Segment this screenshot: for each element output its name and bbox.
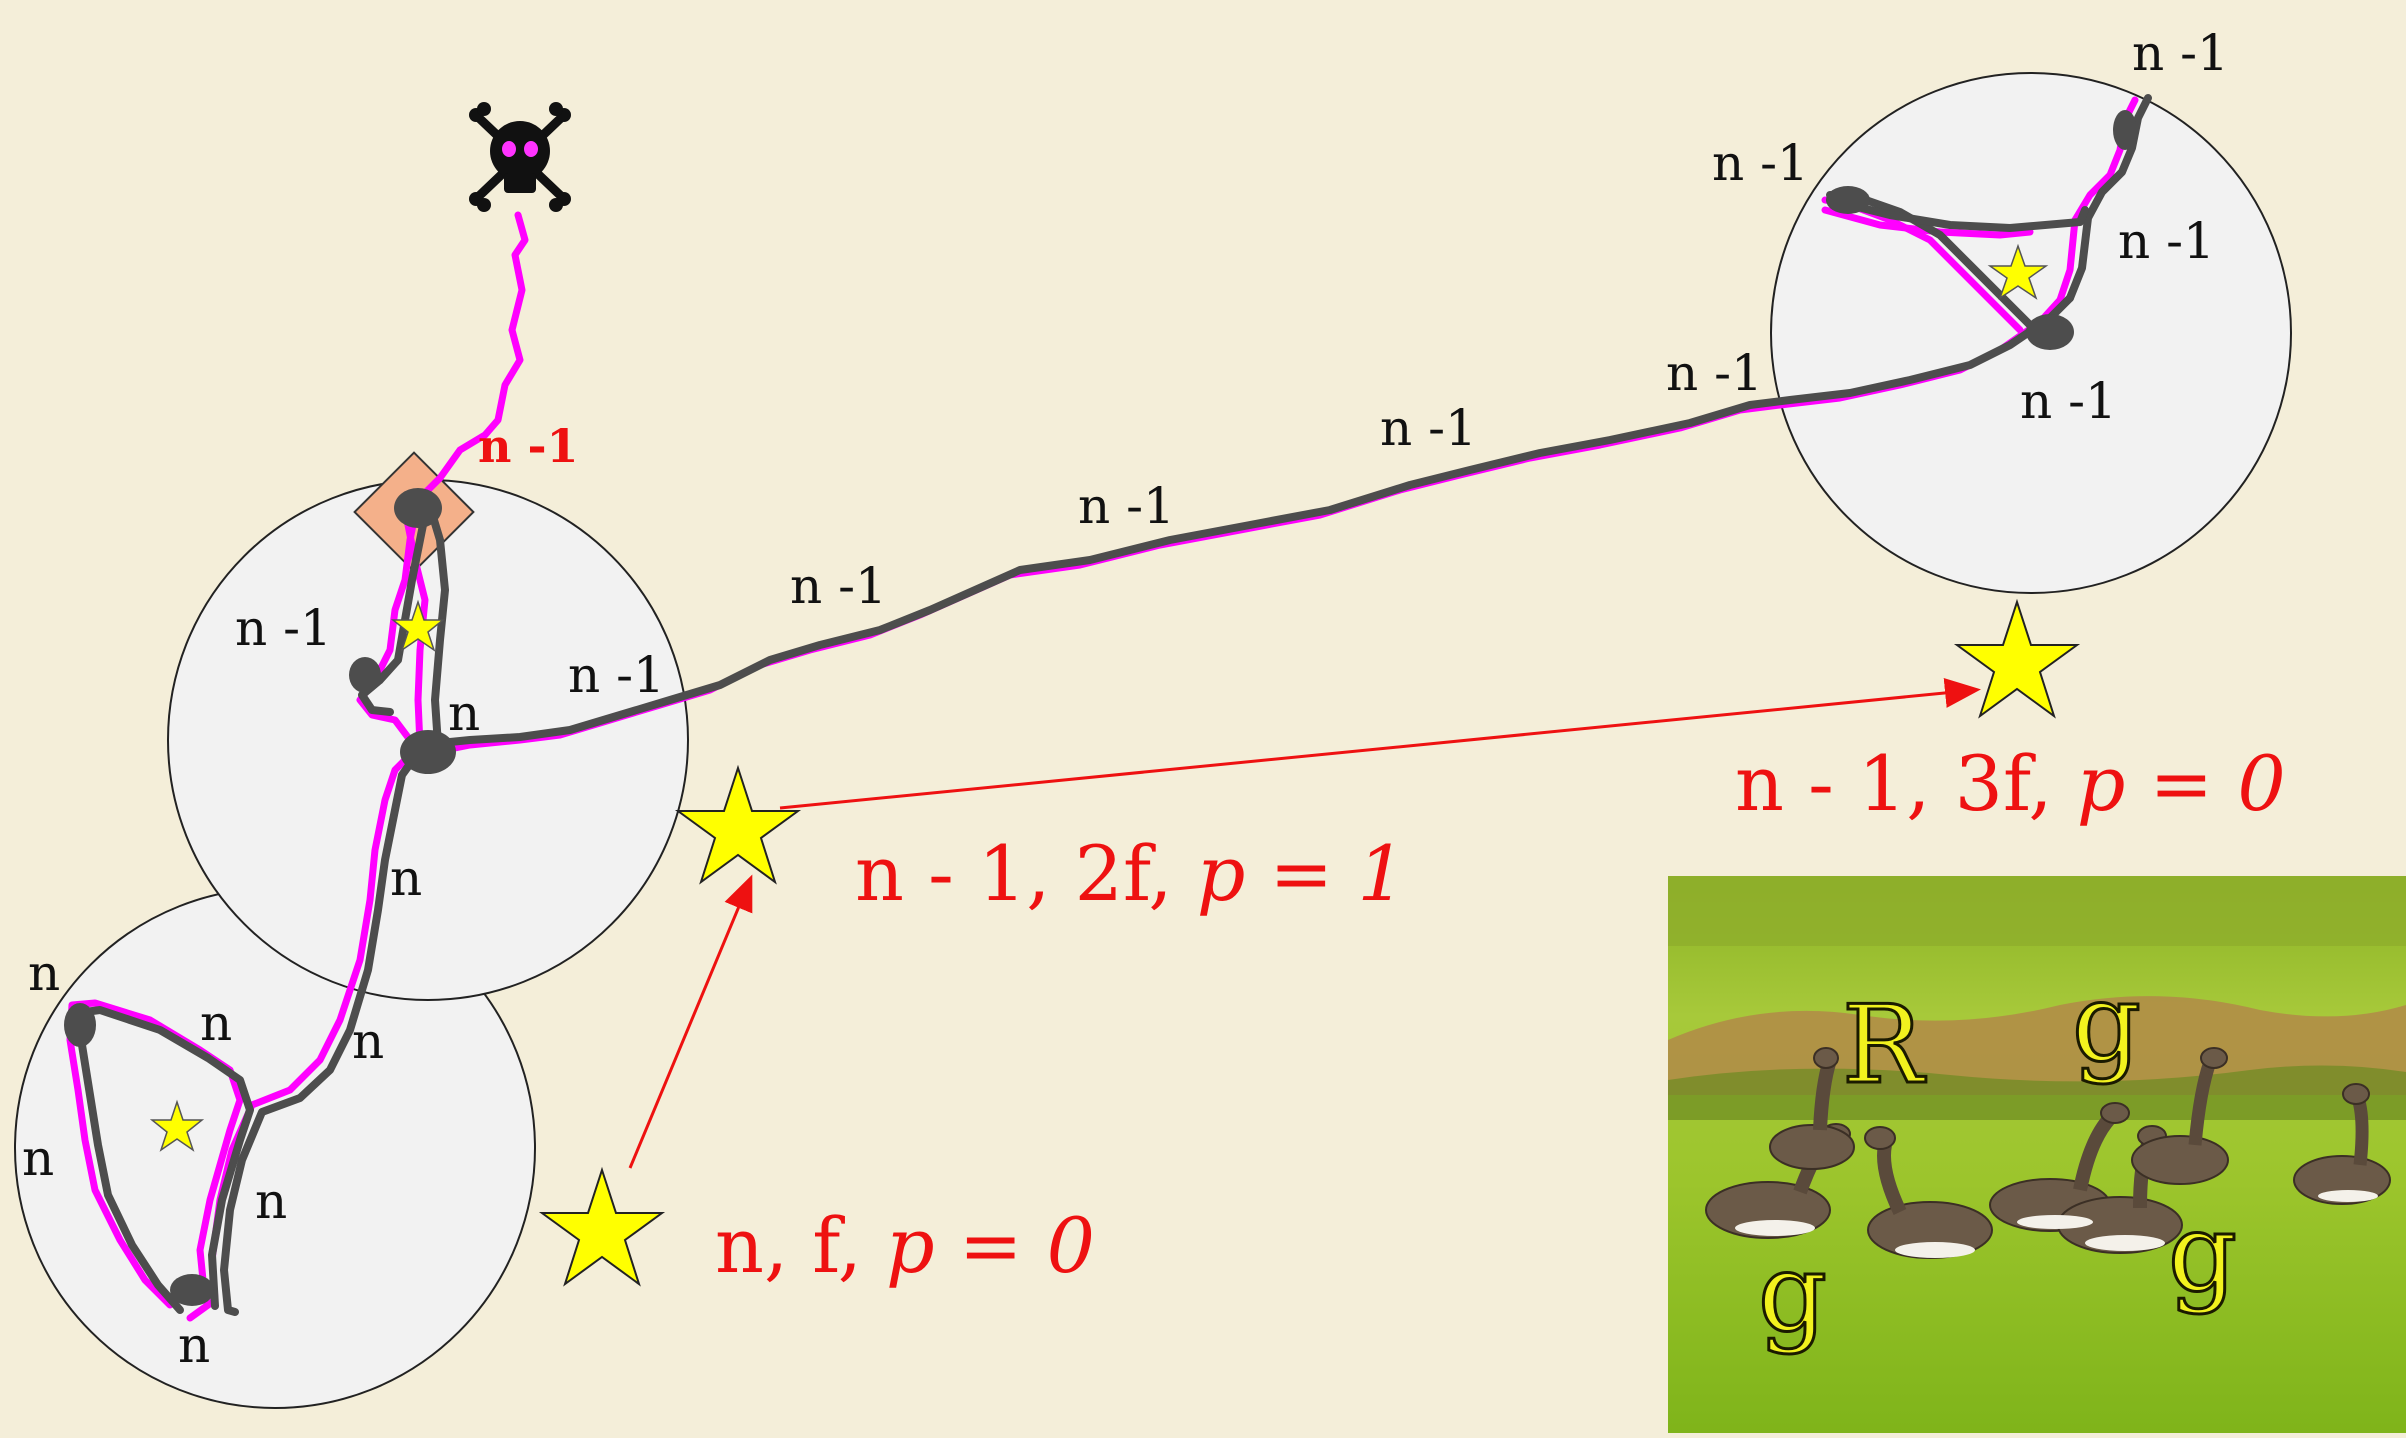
track-label: n -1 bbox=[235, 599, 332, 657]
star-icon bbox=[1953, 598, 2081, 719]
track-label: n bbox=[352, 1012, 384, 1070]
track-label: n -1 bbox=[1380, 399, 1477, 457]
geese-photo: R g g g bbox=[1668, 876, 2406, 1433]
star-icon bbox=[674, 764, 802, 885]
track-label: n bbox=[22, 1129, 54, 1187]
track-label: n bbox=[390, 849, 422, 907]
track-label: n bbox=[448, 684, 480, 742]
star-icon bbox=[1987, 243, 2049, 300]
site-label-2: n - 1, 2f, p = 1 bbox=[855, 829, 1406, 918]
track-labels: n n n n n n n n n -1 n -1 n -1 n -1 n -1… bbox=[22, 24, 2229, 1374]
star-icon bbox=[149, 1099, 205, 1152]
star-icon bbox=[390, 599, 446, 652]
track-label: n -1 bbox=[2020, 372, 2117, 430]
star-icon bbox=[538, 1166, 666, 1287]
track-label: n bbox=[28, 944, 60, 1002]
photo-letter-r: R bbox=[1842, 983, 1926, 1108]
track-label: n -1 bbox=[1666, 344, 1763, 402]
track-label: n bbox=[255, 1172, 287, 1230]
track-label: n -1 bbox=[568, 646, 665, 704]
arrow-site1-to-site2 bbox=[628, 874, 753, 1169]
arrow-site2-to-site3 bbox=[779, 678, 1981, 810]
site-label-3: n - 1, 3f, p = 0 bbox=[1735, 739, 2286, 828]
site-label-1: n, f, p = 0 bbox=[715, 1201, 1095, 1290]
track-label: n -1 bbox=[1078, 477, 1175, 535]
track-label: n -1 bbox=[2132, 24, 2229, 82]
track-label: n -1 bbox=[2118, 212, 2215, 270]
track-label: n -1 bbox=[790, 557, 887, 615]
photo-letter-g: g bbox=[1758, 1231, 1827, 1356]
track-label: n bbox=[178, 1316, 210, 1374]
skull-crossbones-icon bbox=[469, 102, 571, 212]
track-label: n bbox=[200, 994, 232, 1052]
photo-letter-g: g bbox=[2168, 1191, 2237, 1316]
track-label-highlight: n -1 bbox=[478, 419, 579, 473]
track-label: n -1 bbox=[1712, 134, 1809, 192]
photo-letter-g: g bbox=[2072, 961, 2141, 1086]
stopover-clusters bbox=[64, 110, 2137, 1306]
